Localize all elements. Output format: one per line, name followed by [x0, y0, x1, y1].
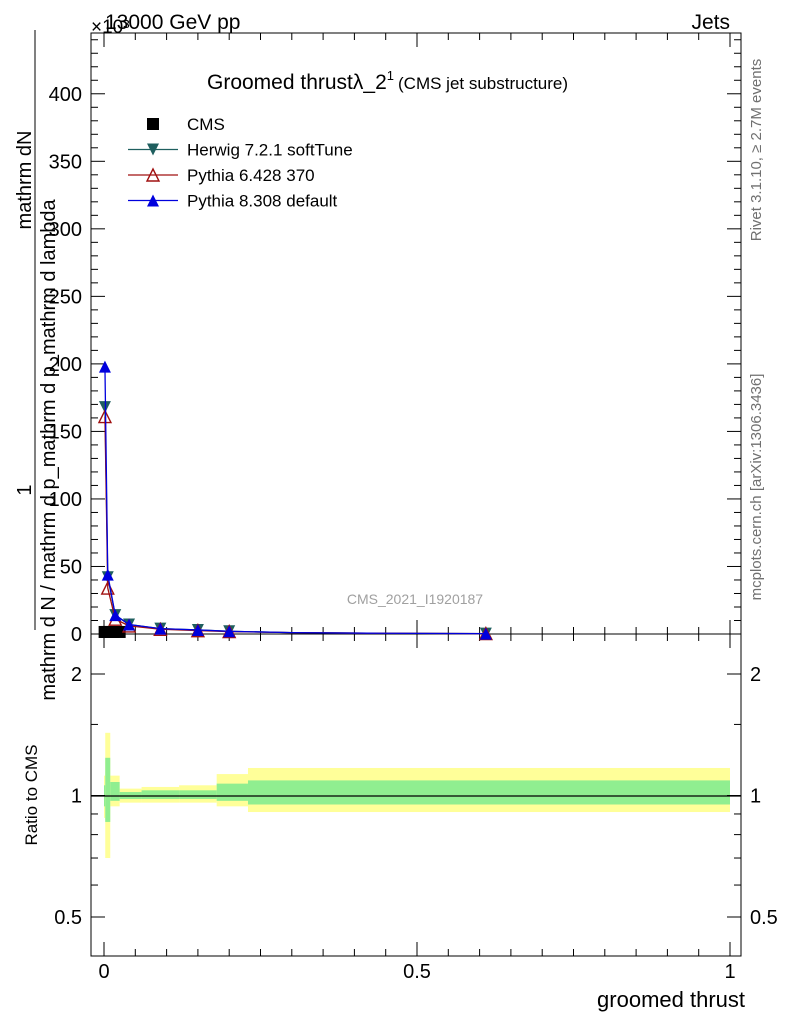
ratio-ytick-label: 1: [71, 786, 82, 808]
energy-label: 13000 GeV pp: [105, 11, 240, 34]
main-ylabel-top: mathrm d N / mathrm d p_mathrm d p_mathr…: [38, 198, 60, 700]
series-layer: [97, 360, 493, 641]
data-point: [113, 625, 126, 638]
legend-marker: [147, 118, 159, 130]
ratio-xtick-label: 0: [98, 961, 109, 983]
data-point: [98, 360, 111, 373]
main-axis-ticks: 0 50 100 150 200 250 300 350 400 0 0.5 1: [49, 33, 741, 983]
data-point: [191, 623, 204, 636]
main-ytick-label: 100: [49, 489, 82, 511]
ratio-band-inner: [216, 783, 248, 801]
main-ytick-label: 50: [60, 556, 82, 578]
legend-marker: [147, 143, 159, 156]
legend-label: Pythia 6.428 370: [187, 166, 315, 185]
main-ylabel-numerator: mathrm dN: [14, 131, 36, 230]
ratio-bands: [104, 732, 731, 859]
main-ytick-label: 400: [49, 84, 82, 106]
source-label: mcplots.cern.ch [arXiv:1306.3436]: [748, 374, 765, 601]
data-point: [123, 618, 136, 631]
data-point: [479, 627, 492, 640]
ratio-band-inner: [141, 790, 180, 800]
ratio-band-inner: [110, 782, 120, 801]
ratio-band-inner: [105, 757, 111, 822]
data-point: [97, 408, 113, 424]
chart-title-superscript: 1: [387, 68, 394, 83]
ratio-ytick-label-right: 2: [750, 664, 761, 686]
main-ylabel-one: 1: [14, 484, 36, 495]
chart-title: Groomed thrustλ_21 (CMS jet substructure): [207, 68, 568, 94]
ratio-ytick-label: 0.5: [54, 907, 82, 929]
legend-marker: [147, 194, 159, 207]
ratio-band-inner: [179, 790, 217, 800]
main-ytick-label: 150: [49, 421, 82, 443]
data-point: [154, 622, 167, 635]
main-ytick-label: 350: [49, 151, 82, 173]
exponent-label: ×10³: [91, 17, 130, 38]
data-point: [101, 568, 114, 581]
legend-marker: [145, 167, 161, 182]
ratio-ytick-label-right: 1: [750, 786, 761, 808]
analysis-watermark: CMS_2021_I1920187: [347, 591, 483, 607]
ratio-ylabel: Ratio to CMS: [22, 744, 41, 845]
data-point: [109, 609, 122, 622]
rivet-version-label: Rivet 3.1.10, ≥ 2.7M events: [748, 59, 765, 242]
main-ytick-label: 300: [49, 219, 82, 241]
main-ytick-label: 0: [71, 624, 82, 646]
legend-label: CMS: [187, 115, 225, 134]
legend-label: Pythia 8.308 default: [187, 192, 338, 211]
ratio-xtick-label: 0.5: [403, 961, 431, 983]
chart-subtitle: (CMS jet substructure): [398, 74, 568, 93]
xlabel: groomed thrust: [597, 987, 745, 1012]
ratio-ytick-label: 2: [71, 664, 82, 686]
ratio-xtick-label: 1: [724, 961, 735, 983]
main-ytick-label: 200: [49, 354, 82, 376]
data-point: [223, 625, 236, 638]
process-label: Jets: [691, 11, 730, 34]
series-line: [104, 366, 486, 635]
main-ytick-label: 250: [49, 286, 82, 308]
series-pythia-8-308-default: [98, 360, 492, 640]
main-ylabel: 1 mathrm d N / mathrm d p_mathrm d p_mat…: [14, 30, 60, 701]
series-cms: [98, 625, 126, 638]
ratio-band-inner: [247, 780, 731, 805]
legend-label: Herwig 7.2.1 softTune: [187, 141, 353, 160]
ratio-axis-ticks: 0.5 0.5 1 1 2 2: [54, 664, 778, 929]
chart-title-main: Groomed thrustλ_2: [207, 71, 387, 94]
ratio-ytick-label-right: 0.5: [750, 907, 778, 929]
legend: CMS Herwig 7.2.1 softTune Pythia 6.428 370…: [128, 115, 353, 211]
